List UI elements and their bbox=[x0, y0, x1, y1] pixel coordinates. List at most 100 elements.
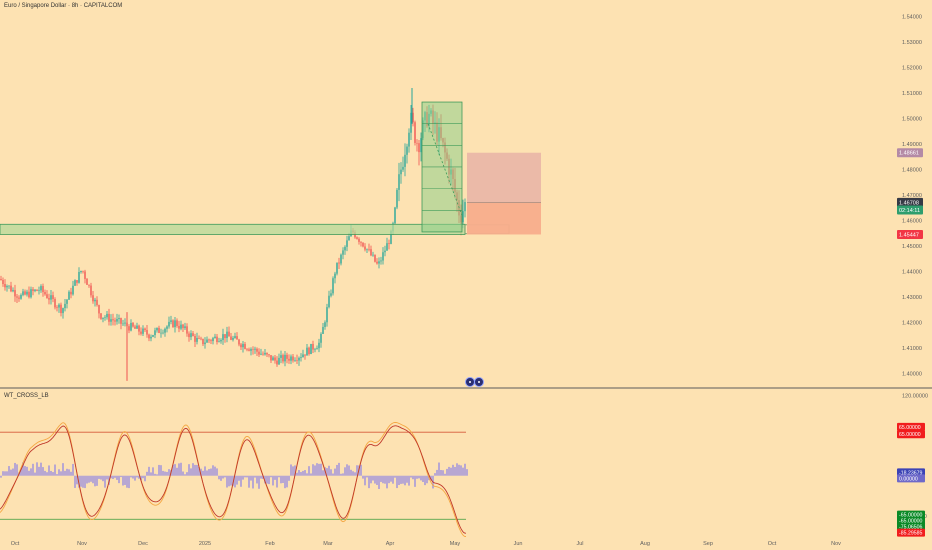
histogram-bar bbox=[290, 464, 292, 476]
histogram-bar bbox=[90, 475, 92, 482]
candle-body bbox=[246, 348, 248, 350]
candle-body bbox=[8, 285, 10, 287]
histogram-bar bbox=[172, 464, 174, 476]
osc-label-text: 65.00000 bbox=[899, 425, 921, 431]
candle-body bbox=[278, 357, 280, 365]
histogram-bar bbox=[208, 469, 210, 476]
histogram-bar bbox=[118, 475, 120, 484]
candle-body bbox=[104, 317, 106, 318]
histogram-bar bbox=[238, 475, 240, 481]
support-zone[interactable] bbox=[0, 223, 466, 235]
candle-body bbox=[404, 154, 406, 167]
histogram-bar bbox=[212, 465, 214, 476]
candle-body bbox=[30, 289, 32, 298]
candle-body bbox=[12, 290, 14, 292]
candle-body bbox=[78, 272, 80, 283]
candle-body bbox=[232, 337, 234, 340]
time-tick-label: Oct bbox=[768, 541, 777, 547]
histogram-bar bbox=[2, 471, 4, 476]
histogram-bar bbox=[182, 471, 184, 476]
candle-body bbox=[398, 174, 400, 190]
histogram-bar bbox=[56, 474, 58, 476]
target-box[interactable] bbox=[467, 152, 541, 203]
candle-body bbox=[116, 319, 118, 322]
histogram-bar bbox=[252, 475, 254, 489]
histogram-bar bbox=[144, 475, 146, 482]
histogram-bar bbox=[284, 475, 286, 489]
trend-line[interactable] bbox=[427, 123, 463, 216]
candle-body bbox=[200, 338, 202, 340]
osc-label-text: -85.29585 bbox=[899, 531, 922, 537]
candle-body bbox=[400, 169, 402, 175]
candle-body bbox=[40, 286, 42, 291]
histogram-bar bbox=[250, 475, 252, 481]
candle-body bbox=[276, 360, 278, 365]
histogram-bar bbox=[60, 471, 62, 476]
candle-body bbox=[144, 328, 146, 331]
histogram-bar bbox=[438, 462, 440, 476]
osc-label-badge bbox=[897, 528, 925, 537]
candle-body bbox=[26, 291, 28, 295]
candle-body bbox=[310, 343, 312, 355]
candle-body bbox=[58, 304, 60, 308]
histogram-bar bbox=[362, 475, 364, 479]
histogram-bar bbox=[234, 475, 236, 488]
price-label-badge bbox=[897, 205, 923, 215]
histogram-bar bbox=[384, 475, 386, 484]
histogram-bar bbox=[122, 475, 124, 486]
candle-body bbox=[22, 291, 24, 295]
candle-body bbox=[108, 313, 110, 322]
candle-body bbox=[48, 298, 50, 300]
histogram-bar bbox=[168, 469, 170, 476]
histogram-bar bbox=[460, 465, 462, 476]
candle-body bbox=[316, 348, 318, 350]
candle-body bbox=[216, 336, 218, 342]
earnings-marker-icon[interactable] bbox=[474, 377, 484, 387]
histogram-bar bbox=[378, 475, 380, 489]
candle-body bbox=[184, 326, 186, 329]
histogram-bar bbox=[156, 474, 158, 476]
histogram-bar bbox=[40, 462, 42, 476]
candle-body bbox=[340, 254, 342, 264]
histogram-bar bbox=[178, 463, 180, 476]
histogram-bar bbox=[6, 471, 8, 476]
histogram-bar bbox=[280, 475, 282, 484]
time-tick-label: Oct bbox=[11, 541, 20, 547]
candle-body bbox=[128, 326, 130, 331]
candle-body bbox=[360, 241, 362, 243]
osc-label-badge bbox=[897, 422, 925, 431]
histogram-bar bbox=[374, 475, 376, 484]
histogram-bar bbox=[38, 466, 40, 476]
candle-body bbox=[18, 297, 20, 299]
candle-body bbox=[406, 146, 408, 155]
oscillator-pane[interactable] bbox=[0, 422, 468, 538]
histogram-bar bbox=[466, 469, 468, 476]
price-pane[interactable] bbox=[0, 88, 541, 381]
osc-label-badge bbox=[897, 474, 925, 483]
candle-body bbox=[62, 308, 64, 314]
histogram-bar bbox=[236, 475, 238, 485]
histogram-bar bbox=[422, 475, 424, 482]
histogram-bar bbox=[274, 475, 276, 480]
histogram-bar bbox=[8, 466, 10, 476]
candle-body bbox=[54, 299, 56, 308]
histogram-bar bbox=[424, 475, 426, 486]
time-tick-label: Mar bbox=[323, 541, 333, 547]
histogram-bar bbox=[200, 468, 202, 476]
candle-body bbox=[114, 320, 116, 322]
histogram-bar bbox=[106, 475, 108, 480]
histogram-bar bbox=[248, 475, 250, 488]
candle-body bbox=[238, 339, 240, 345]
candle-body bbox=[416, 142, 418, 144]
histogram-bar bbox=[114, 475, 116, 478]
histogram-bar bbox=[222, 475, 224, 479]
histogram-bar bbox=[186, 472, 188, 476]
stop-box[interactable] bbox=[467, 202, 541, 235]
histogram-bar bbox=[450, 467, 452, 476]
candle-body bbox=[122, 323, 124, 325]
candle-body bbox=[120, 318, 122, 324]
histogram-bar bbox=[312, 464, 314, 476]
histogram-bar bbox=[174, 464, 176, 476]
candle-body bbox=[394, 207, 396, 224]
osc-label-badge bbox=[897, 468, 925, 477]
